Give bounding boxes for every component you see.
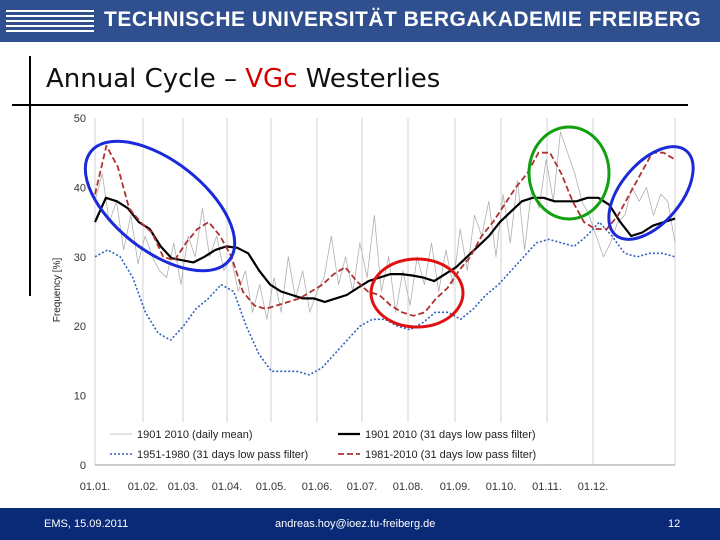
university-name: TECHNISCHE UNIVERSITÄT BERGAKADEMIE FREI…: [104, 8, 702, 31]
x-tick-label: 01.07.: [347, 481, 378, 493]
footer-bar: [0, 508, 720, 540]
x-tick-label: 01.05.: [256, 481, 287, 493]
y-tick-labels: 0 10 20 30 40 50: [74, 113, 86, 472]
slide-title-part2: Westerlies: [297, 64, 441, 94]
x-tick-label: 01.01.: [80, 481, 111, 493]
y-tick-label: 30: [74, 252, 86, 264]
y-axis-label: Frequency [%]: [52, 258, 63, 323]
legend-label-4: 1981-2010 (31 days low pass filter): [365, 449, 536, 461]
y-tick-label: 20: [74, 321, 86, 333]
y-tick-label: 40: [74, 182, 86, 194]
annotation-ellipse-4: [607, 145, 695, 241]
legend-label-1: 1901 2010 (daily mean): [137, 429, 253, 441]
x-tick-label: 01.11.: [532, 481, 562, 493]
series-line-3: [94, 221, 676, 376]
x-tick-label: 01.10.: [486, 481, 517, 493]
footer-email: andreas.hoy@ioez.tu-freiberg.de: [275, 518, 436, 530]
annotation-ellipse-3: [527, 125, 611, 221]
x-tick-label: 01.04.: [212, 481, 243, 493]
y-tick-label: 10: [74, 391, 86, 403]
x-tick-label: 01.02.: [128, 481, 159, 493]
series-line-4: [94, 144, 676, 317]
chart-series: [93, 131, 676, 376]
annotation-ellipses: [83, 125, 695, 329]
x-tick-label: 01.03.: [168, 481, 199, 493]
x-tick-label: 01.09.: [440, 481, 471, 493]
annotation-ellipse-1: [83, 139, 237, 273]
footer-conference: EMS, 15.09.2011: [44, 518, 129, 530]
slide-title-part1: Annual Cycle –: [46, 64, 246, 94]
series-line-1: [94, 131, 676, 320]
title-frame-vertical-line: [29, 56, 31, 296]
x-tick-label: 01.06.: [302, 481, 333, 493]
title-frame-horizontal-line: [12, 104, 688, 106]
legend-label-2: 1901 2010 (31 days low pass filter): [365, 429, 536, 441]
annotation-ellipse-2: [369, 257, 465, 329]
chart-legend: 1901 2010 (daily mean) 1901 2010 (31 days…: [104, 422, 556, 464]
y-tick-label: 50: [74, 113, 86, 125]
series-line-2: [93, 196, 676, 303]
x-tick-label: 01.12.: [578, 481, 609, 493]
page-number: 12: [668, 518, 681, 530]
x-tick-label: 01.08.: [393, 481, 424, 493]
university-logo: [6, 8, 94, 34]
x-tick-labels: 01.01. 01.02. 01.03. 01.04. 01.05. 01.06. 01.0…: [80, 481, 609, 493]
slide-title-highlight: VGc: [245, 64, 298, 94]
chart-grid: [94, 118, 676, 466]
y-tick-label: 0: [80, 460, 86, 472]
legend-box: [104, 422, 556, 464]
slide-title: Annual Cycle – VGc Westerlies: [46, 64, 440, 94]
header-bar: TECHNISCHE UNIVERSITÄT BERGAKADEMIE FREI…: [0, 0, 720, 42]
legend-label-3: 1951-1980 (31 days low pass filter): [137, 449, 308, 461]
